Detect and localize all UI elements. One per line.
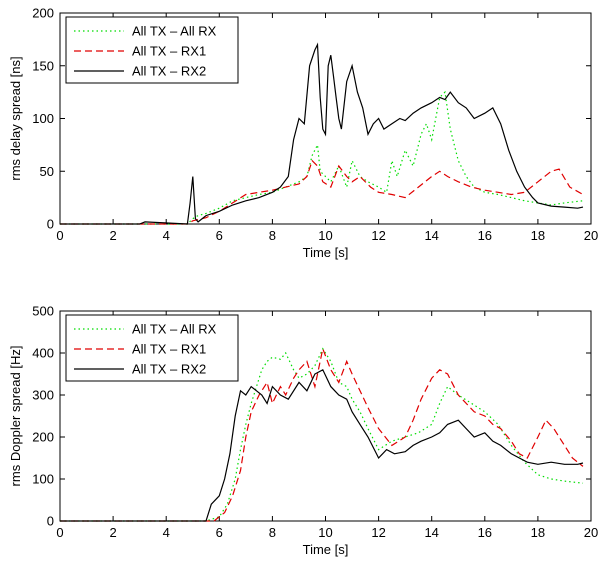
legend-label: All TX – RX2 [132, 362, 206, 377]
x-tick-label: 2 [109, 525, 116, 540]
series-line-1 [60, 347, 584, 522]
x-tick-label: 16 [478, 228, 492, 243]
legend-label: All TX – All RX [132, 24, 217, 39]
x-tick-label: 8 [269, 525, 276, 540]
x-axis-label: Time [s] [303, 245, 349, 260]
legend-label: All TX – RX1 [132, 44, 206, 59]
x-tick-label: 20 [584, 525, 598, 540]
series-line-2 [60, 159, 584, 225]
y-axis-label: rms Doppler spread [Hz] [8, 346, 23, 487]
y-tick-label: 200 [32, 6, 54, 21]
x-tick-label: 0 [56, 228, 63, 243]
y-tick-label: 100 [32, 472, 54, 487]
x-tick-label: 4 [163, 525, 170, 540]
x-tick-label: 10 [318, 525, 332, 540]
y-tick-label: 400 [32, 346, 54, 361]
y-tick-label: 0 [47, 217, 54, 232]
x-tick-label: 6 [216, 525, 223, 540]
x-tick-label: 10 [318, 228, 332, 243]
x-tick-label: 12 [371, 228, 385, 243]
y-tick-label: 150 [32, 58, 54, 73]
x-tick-label: 0 [56, 525, 63, 540]
legend-label: All TX – RX1 [132, 342, 206, 357]
x-tick-label: 18 [531, 228, 545, 243]
y-axis-label: rms delay spread [ns] [8, 56, 23, 180]
y-tick-label: 300 [32, 388, 54, 403]
x-tick-label: 8 [269, 228, 276, 243]
legend-label: All TX – All RX [132, 322, 217, 337]
legend-box [65, 314, 239, 382]
x-tick-label: 20 [584, 228, 598, 243]
x-tick-label: 14 [424, 525, 438, 540]
x-axis-label: Time [s] [303, 542, 349, 557]
y-tick-label: 200 [32, 430, 54, 445]
series-line-3 [60, 368, 584, 522]
series-line-2 [60, 346, 584, 522]
y-tick-label: 100 [32, 111, 54, 126]
x-tick-label: 2 [109, 228, 116, 243]
y-tick-label: 50 [40, 164, 54, 179]
series-line-3 [60, 42, 584, 225]
y-tick-label: 500 [32, 304, 54, 319]
x-tick-label: 6 [216, 228, 223, 243]
x-tick-label: 12 [371, 525, 385, 540]
x-tick-label: 14 [424, 228, 438, 243]
x-tick-label: 16 [478, 525, 492, 540]
legend-box [65, 16, 239, 84]
x-tick-label: 4 [163, 228, 170, 243]
legend-label: All TX – RX2 [132, 64, 206, 79]
x-tick-label: 18 [531, 525, 545, 540]
y-tick-label: 0 [47, 514, 54, 529]
